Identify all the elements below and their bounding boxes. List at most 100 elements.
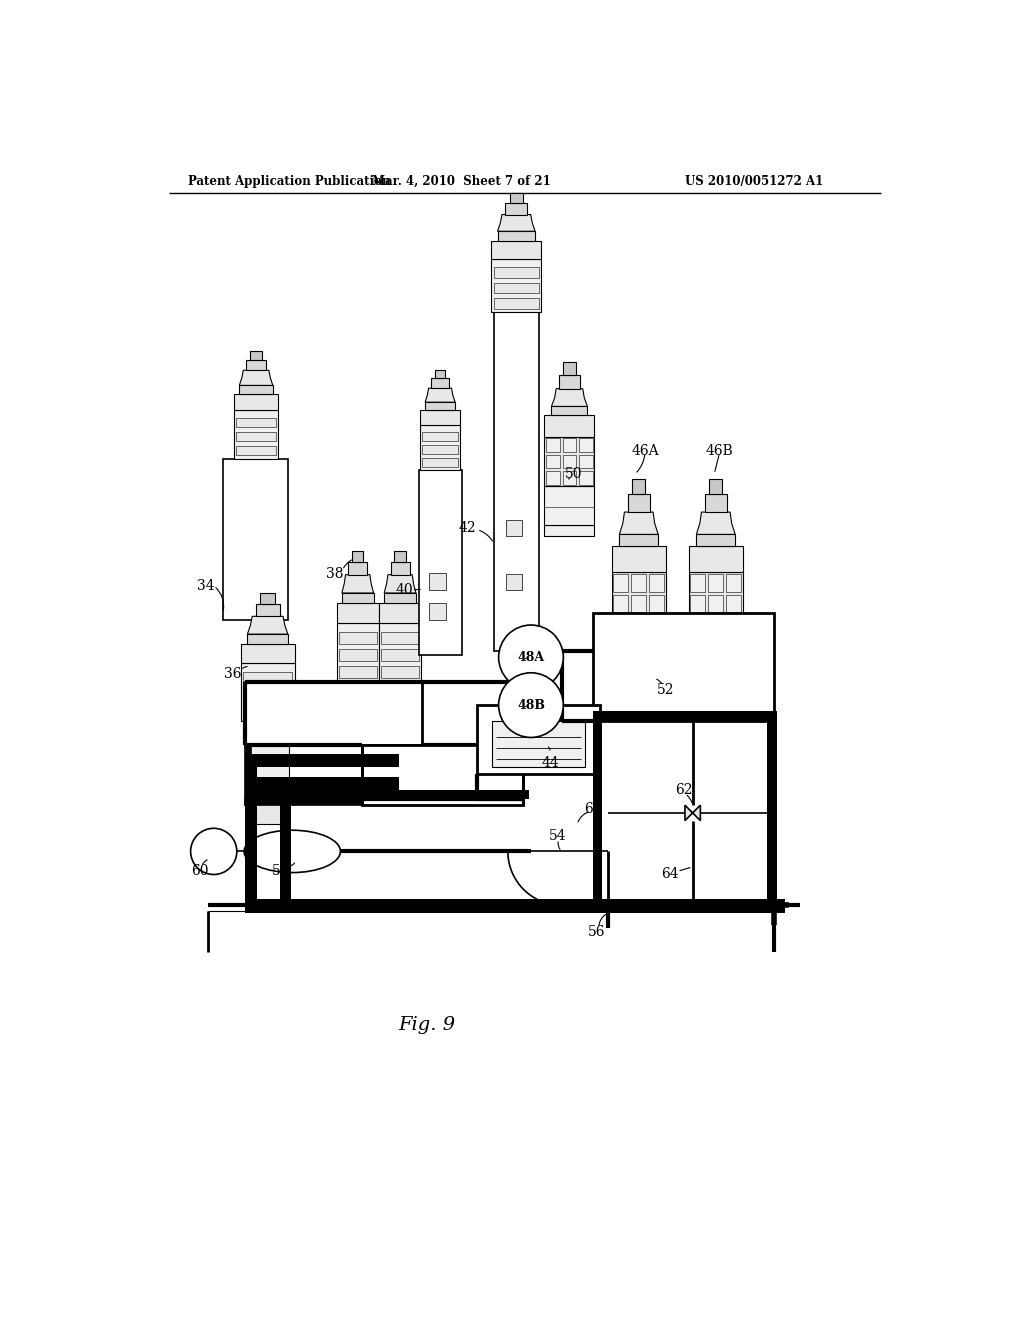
Bar (689, 635, 742, 684)
Bar (593, 711, 602, 906)
Polygon shape (620, 512, 658, 535)
Text: 56: 56 (588, 925, 605, 940)
Bar (381, 632, 419, 644)
Bar (361, 744, 523, 805)
Bar (420, 411, 460, 425)
Bar (381, 667, 419, 678)
Text: 38: 38 (326, 568, 343, 581)
Bar (250, 795, 281, 825)
Text: 66: 66 (584, 803, 601, 816)
Bar (546, 438, 559, 451)
Bar (339, 649, 377, 661)
Bar (545, 437, 595, 486)
Text: 36: 36 (224, 668, 242, 681)
Bar (245, 759, 257, 913)
Text: Patent Application Publication: Patent Application Publication (188, 176, 391, 187)
Bar (545, 486, 595, 525)
Bar (690, 574, 706, 591)
Bar (649, 574, 665, 591)
Bar (593, 612, 773, 721)
Bar (690, 595, 706, 612)
Bar (477, 705, 600, 775)
Text: 48A: 48A (517, 651, 545, 664)
Bar (506, 520, 521, 536)
Bar (726, 615, 741, 634)
Text: 62: 62 (675, 783, 692, 797)
Text: 34: 34 (198, 578, 215, 593)
Bar (689, 684, 742, 697)
Bar (337, 603, 379, 623)
Text: 44: 44 (542, 756, 559, 770)
Bar (241, 644, 295, 664)
Bar (381, 649, 419, 661)
Bar (492, 259, 542, 313)
Bar (352, 552, 364, 561)
Bar (429, 603, 446, 620)
Bar (223, 459, 289, 620)
Bar (260, 594, 274, 603)
Bar (245, 899, 785, 913)
Bar (767, 717, 777, 913)
Bar (649, 615, 665, 634)
Text: US 2010/0051272 A1: US 2010/0051272 A1 (685, 176, 823, 187)
Bar (690, 615, 706, 634)
Polygon shape (342, 574, 374, 593)
Bar (420, 425, 460, 470)
Bar (245, 789, 529, 799)
Bar (236, 446, 276, 455)
Bar (422, 445, 458, 454)
Bar (494, 282, 539, 293)
Text: 46B: 46B (706, 444, 733, 458)
Circle shape (190, 829, 237, 875)
Bar (431, 378, 450, 388)
Bar (236, 432, 276, 441)
Bar (628, 494, 650, 512)
Bar (593, 711, 777, 721)
Bar (233, 411, 279, 459)
Bar (339, 667, 377, 678)
Bar (348, 561, 368, 574)
Bar (546, 454, 559, 469)
Bar (546, 471, 559, 484)
Bar (245, 721, 289, 797)
Text: Fig. 9: Fig. 9 (398, 1015, 456, 1034)
Bar (493, 721, 585, 767)
Bar (506, 574, 521, 590)
Bar (632, 615, 646, 634)
Bar (337, 623, 379, 682)
Bar (245, 799, 423, 805)
Bar (632, 574, 646, 591)
Bar (233, 395, 279, 411)
Polygon shape (498, 215, 536, 231)
Bar (562, 454, 577, 469)
Bar (244, 672, 292, 684)
Bar (435, 370, 445, 378)
Bar (394, 552, 406, 561)
Bar (613, 615, 629, 634)
Bar (632, 479, 645, 494)
Bar (379, 623, 421, 682)
Bar (246, 359, 266, 371)
Bar (562, 438, 577, 451)
Bar (245, 755, 398, 767)
Bar (705, 494, 727, 512)
Bar (241, 664, 295, 721)
Bar (245, 682, 422, 744)
Circle shape (499, 626, 563, 690)
Polygon shape (425, 388, 455, 403)
Bar (709, 615, 723, 634)
Bar (611, 573, 666, 635)
Text: 42: 42 (459, 521, 476, 535)
Text: 54: 54 (549, 829, 566, 843)
Bar (250, 351, 262, 359)
Bar (245, 743, 251, 805)
Bar (505, 202, 527, 215)
Bar (429, 573, 446, 590)
Bar (552, 407, 588, 416)
Bar (632, 595, 646, 612)
Bar (245, 789, 254, 902)
Bar (620, 535, 658, 545)
Text: Mar. 4, 2010  Sheet 7 of 21: Mar. 4, 2010 Sheet 7 of 21 (373, 176, 551, 187)
Bar (280, 789, 291, 913)
Ellipse shape (244, 830, 340, 873)
